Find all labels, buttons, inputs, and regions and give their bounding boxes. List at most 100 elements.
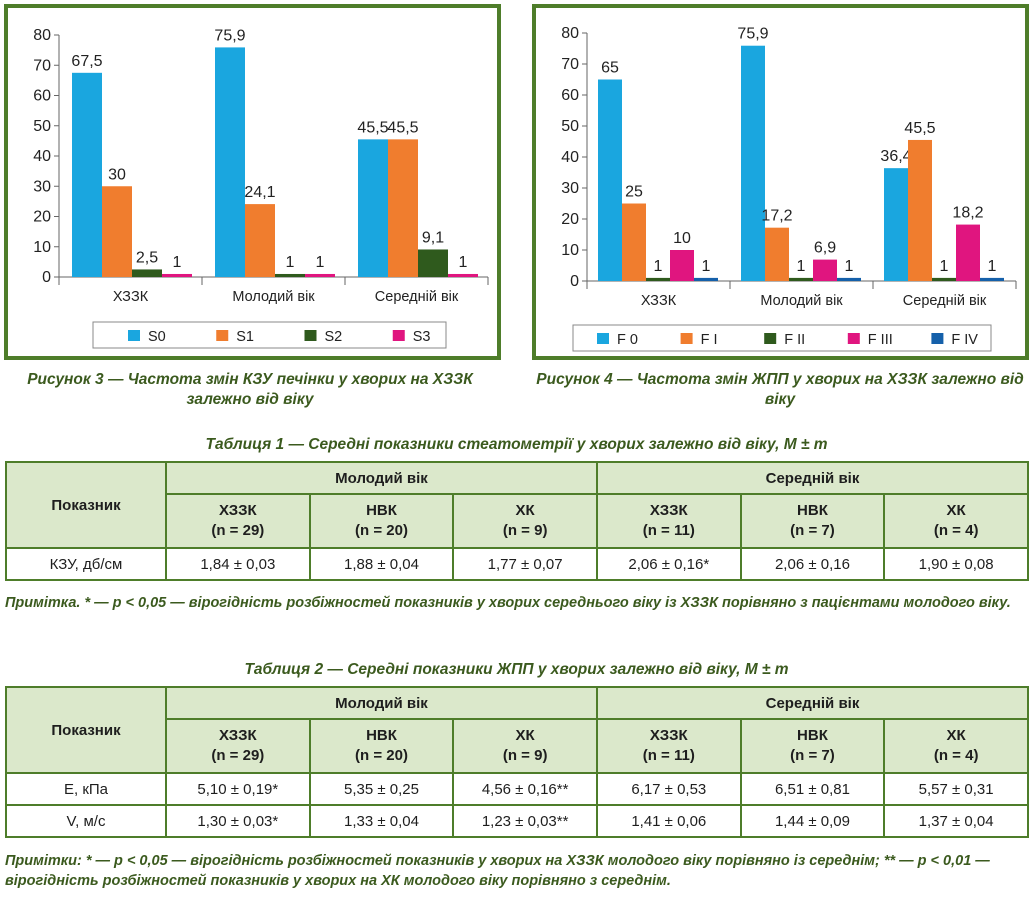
data-label: 1 — [702, 258, 711, 275]
column-name: ХЗЗК — [218, 502, 257, 519]
x-category-label: ХЗЗК — [113, 289, 149, 305]
y-tick-label: 70 — [561, 56, 579, 73]
data-label: 24,1 — [244, 184, 275, 201]
column-name: НВК — [797, 727, 828, 744]
column-header: ХЗЗК (n = 11) — [595, 493, 742, 549]
bar — [162, 273, 192, 277]
data-label: 25 — [625, 184, 643, 201]
figure-3-chart-frame: 0 10 20 30 40 50 60 70 80 ХЗЗК Молодий вік Середній… — [4, 4, 501, 360]
bar — [932, 277, 956, 281]
legend-label: S0 — [148, 329, 166, 345]
column-name: НВК — [366, 727, 397, 744]
table-subheader-row: ХЗЗК (n = 29) НВК (n = 20) ХК (n = 9) ХЗЗК (… — [6, 718, 1029, 774]
group-header-middle: Середній вік — [595, 686, 1030, 720]
y-tick-label: 20 — [33, 209, 51, 226]
legend-label: F IV — [951, 332, 978, 348]
data-label: 9,1 — [422, 229, 444, 246]
bar — [358, 139, 388, 277]
table-cell: 2,06 ± 0,16 — [739, 547, 886, 581]
data-label: 45,5 — [387, 119, 418, 136]
bar — [908, 139, 932, 281]
legend-swatch — [216, 330, 229, 341]
column-header: ХК (n = 9) — [452, 718, 598, 774]
bar — [215, 47, 245, 278]
column-header: ХЗЗК (n = 29) — [165, 493, 311, 549]
table-cell: 6,51 ± 0,81 — [739, 772, 886, 806]
figure-3-caption: Рисунок 3 — Частота змін КЗУ печінки у х… — [27, 371, 473, 408]
table-header-row: Показник Молодий вік Середній вік — [5, 686, 1030, 774]
table-cell: 1,44 ± 0,09 — [739, 804, 886, 838]
group-header-middle: Середній вік — [595, 461, 1030, 495]
data-label: 6,9 — [814, 240, 836, 257]
legend-label: F II — [784, 332, 805, 348]
column-header: ХК (n = 9) — [452, 493, 598, 549]
bar — [448, 273, 478, 277]
table-row: E, кПа 5,10 ± 0,19* 5,35 ± 0,25 4,56 ± 0… — [5, 772, 1029, 806]
group-header-young: Молодий вік — [165, 686, 598, 720]
table-cell: 1,84 ± 0,03 — [165, 547, 311, 581]
data-label: 17,2 — [761, 208, 792, 225]
y-tick-label: 40 — [33, 148, 51, 165]
column-n: (n = 20) — [355, 747, 408, 764]
y-tick-label: 20 — [561, 211, 579, 228]
figure-4-caption: Рисунок 4 — Частота змін ЖПП у хворих на… — [536, 371, 1024, 408]
data-label: 1 — [797, 258, 806, 275]
data-label: 10 — [673, 230, 691, 247]
bar — [72, 72, 102, 277]
data-label: 1 — [845, 258, 854, 275]
column-n: (n = 20) — [355, 522, 408, 539]
y-tick-label: 60 — [561, 87, 579, 104]
column-header: НВК (n = 7) — [739, 718, 886, 774]
legend-label: S2 — [325, 329, 343, 345]
bar — [132, 269, 162, 277]
column-header: НВК (n = 7) — [739, 493, 886, 549]
data-label: 30 — [108, 166, 126, 183]
column-header: ХК (n = 4) — [883, 718, 1029, 774]
data-label: 1 — [316, 254, 325, 271]
column-n: (n = 7) — [790, 747, 835, 764]
table-2-title: Таблиця 2 — Середні показники ЖПП у хвор… — [244, 661, 789, 678]
bar — [245, 204, 275, 277]
table-row: V, м/с 1,30 ± 0,03* 1,33 ± 0,04 1,23 ± 0… — [5, 804, 1029, 838]
table-cell: 1,23 ± 0,03** — [452, 804, 598, 838]
y-tick-label: 0 — [42, 269, 51, 286]
data-label: 75,9 — [214, 27, 245, 44]
bar — [388, 139, 418, 277]
y-tick-label: 50 — [33, 118, 51, 135]
column-header: ХЗЗК (n = 29) — [165, 718, 311, 774]
column-name: ХЗЗК — [649, 502, 688, 519]
bar — [884, 168, 908, 281]
row-header-label: Показник — [5, 461, 167, 549]
data-label: 2,5 — [136, 249, 158, 266]
column-name: ХК — [946, 727, 966, 744]
column-header: ХК (n = 4) — [883, 493, 1029, 549]
data-label: 75,9 — [737, 26, 768, 43]
y-tick-label: 30 — [33, 178, 51, 195]
column-n: (n = 29) — [211, 522, 265, 539]
table-cell: 1,41 ± 0,06 — [595, 804, 742, 838]
bar — [837, 277, 861, 281]
column-name: ХК — [515, 727, 535, 744]
data-label: 1 — [459, 254, 468, 271]
column-name: ХК — [946, 502, 966, 519]
column-n: (n = 29) — [211, 747, 265, 764]
column-n: (n = 11) — [642, 747, 695, 764]
bar — [598, 79, 622, 281]
table-cell: 1,90 ± 0,08 — [883, 547, 1029, 581]
y-tick-label: 10 — [561, 242, 579, 259]
legend-swatch — [128, 330, 140, 341]
table-cell: 1,30 ± 0,03* — [165, 804, 311, 838]
legend-swatch — [304, 330, 317, 341]
x-category-label: ХЗЗК — [641, 293, 677, 309]
y-tick-label: 30 — [561, 180, 579, 197]
legend-label: F 0 — [617, 332, 638, 348]
column-n: (n = 9) — [502, 747, 548, 764]
bar — [646, 277, 670, 281]
row-label: КЗУ, дб/см — [5, 547, 167, 581]
legend-label: S3 — [413, 329, 431, 345]
data-label: 1 — [940, 258, 949, 275]
legend-box — [572, 324, 992, 352]
y-tick-label: 0 — [570, 273, 579, 290]
table-2: Показник Молодий вік Середній вік ХЗЗК (n… — [5, 686, 1030, 838]
legend-label: F I — [701, 332, 718, 348]
